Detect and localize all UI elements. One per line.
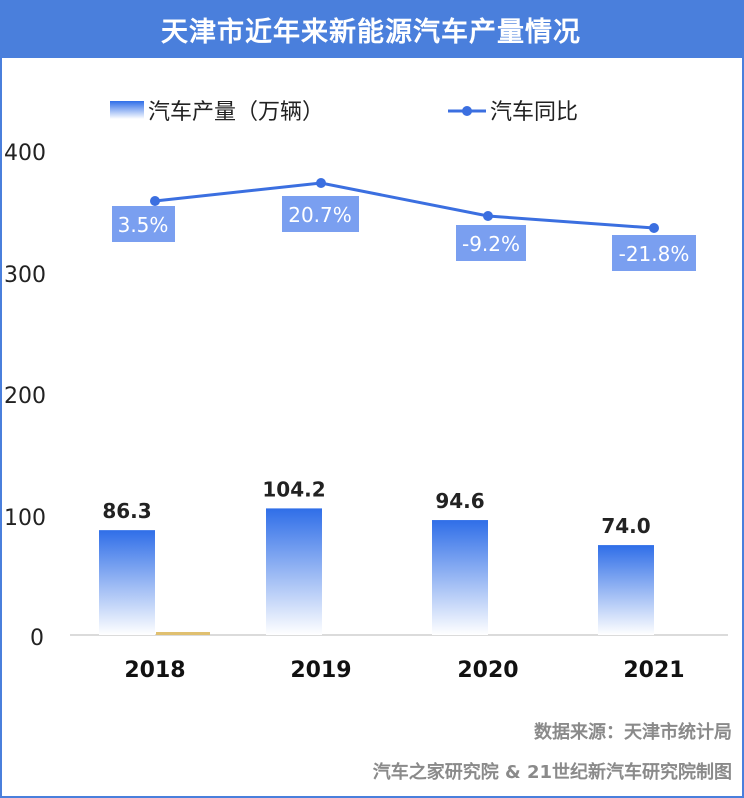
yoy-label-2021: -21.8%: [619, 242, 690, 266]
yoy-point-2018: [150, 196, 160, 206]
bar-label-2019: 104.2: [262, 477, 325, 501]
yoy-point-2020: [483, 211, 493, 221]
yoy-label-2020: -9.2%: [462, 232, 520, 256]
bar-label-2018: 86.3: [102, 499, 151, 523]
bar-2019: [266, 508, 322, 635]
x-tick-2021: 2021: [623, 658, 684, 683]
yoy-point-2021: [649, 223, 659, 233]
x-tick-2019: 2019: [290, 658, 351, 683]
y-tick-200: 200: [4, 384, 46, 409]
y-tick-300: 300: [4, 263, 46, 288]
x-tick-2018: 2018: [124, 658, 185, 683]
yoy-line: [154, 181, 655, 230]
bar-2018: [99, 530, 155, 635]
y-tick-100: 100: [4, 506, 46, 531]
yoy-label-2018: 3.5%: [118, 213, 169, 237]
yoy-point-2019: [316, 178, 326, 188]
x-tick-2020: 2020: [457, 658, 518, 683]
chart-credit: 汽车之家研究院 & 21世纪新汽车研究院制图: [372, 762, 732, 783]
legend-bar-swatch: [110, 101, 144, 119]
bar-label-2020: 94.6: [435, 489, 484, 513]
legend-line-label: 汽车同比: [490, 100, 578, 125]
yoy-label-box-2020: [456, 225, 526, 261]
legend-line-marker: [462, 106, 472, 116]
y-tick-400: 400: [4, 141, 46, 166]
legend-bar-label: 汽车产量（万辆）: [148, 100, 324, 125]
yoy-label-box-2021: [612, 235, 696, 271]
bar-label-2021: 74.0: [601, 514, 650, 538]
baseline-accent: [156, 632, 210, 635]
yoy-label-2019: 20.7%: [288, 203, 352, 227]
yoy-label-box-2018: [112, 206, 175, 242]
yoy-label-box-2019: [282, 196, 359, 232]
data-source: 数据来源：天津市统计局: [534, 722, 732, 743]
chart-title: 天津市近年来新能源汽车产量情况: [0, 0, 742, 58]
y-tick-0: 0: [30, 626, 44, 651]
bar-2021: [598, 545, 654, 635]
bar-2020: [432, 520, 488, 635]
